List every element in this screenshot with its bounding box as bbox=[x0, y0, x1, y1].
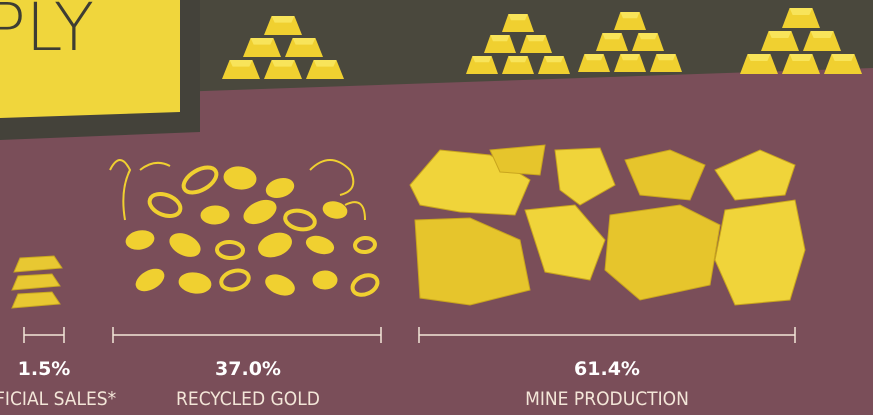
gold-bar bbox=[614, 54, 646, 72]
gold-bar bbox=[264, 60, 302, 79]
small-bar bbox=[13, 255, 63, 273]
coin bbox=[312, 270, 338, 290]
gold-bar-top bbox=[656, 54, 676, 61]
gold-bar-top bbox=[292, 38, 316, 45]
percent: 37.0% bbox=[215, 358, 281, 380]
coin bbox=[265, 274, 295, 296]
coin bbox=[215, 239, 245, 261]
coin bbox=[181, 165, 219, 195]
gold-chain bbox=[109, 159, 366, 221]
nugget bbox=[714, 149, 796, 201]
gold-bar bbox=[761, 31, 799, 51]
gold-bar bbox=[520, 35, 552, 53]
gold-bar bbox=[264, 16, 302, 35]
gold-bar-top bbox=[831, 54, 855, 61]
percent: 61.4% bbox=[574, 358, 640, 380]
label: RECYCLED GOLD bbox=[176, 388, 320, 410]
gold-bar-top bbox=[313, 60, 337, 67]
coin bbox=[322, 201, 348, 219]
coin bbox=[147, 192, 183, 218]
nugget bbox=[414, 217, 531, 306]
coin bbox=[135, 268, 165, 292]
gold-bar bbox=[484, 35, 516, 53]
gold-bar bbox=[578, 54, 610, 72]
small-bar bbox=[11, 291, 61, 309]
coin bbox=[125, 230, 155, 250]
gold-bar-top bbox=[620, 54, 640, 61]
coin bbox=[219, 268, 251, 292]
gold-bar bbox=[306, 60, 344, 79]
gold-bar-top bbox=[747, 54, 771, 61]
illustrations bbox=[11, 8, 862, 309]
nugget bbox=[554, 147, 616, 206]
gold-bar-top bbox=[584, 54, 604, 61]
coin bbox=[265, 178, 295, 198]
gold-bar-top bbox=[638, 33, 658, 40]
brackets bbox=[23, 327, 796, 343]
gold-bar bbox=[782, 8, 820, 28]
gold-bar bbox=[538, 56, 570, 74]
nugget bbox=[624, 149, 706, 201]
gold-bar bbox=[782, 54, 820, 74]
coin bbox=[283, 208, 317, 232]
gold-bar bbox=[222, 60, 260, 79]
gold-bar-top bbox=[544, 56, 564, 63]
gold-bar-top bbox=[526, 35, 546, 42]
coin bbox=[353, 235, 377, 255]
gold-bar-top bbox=[789, 54, 813, 61]
gold-bar bbox=[466, 56, 498, 74]
gold-bar bbox=[243, 38, 281, 57]
coin bbox=[258, 232, 292, 258]
coin bbox=[223, 166, 257, 190]
gold-bar-top bbox=[602, 33, 622, 40]
nugget bbox=[489, 144, 546, 176]
gold-bar-top bbox=[508, 56, 528, 63]
nugget bbox=[714, 199, 806, 306]
label: MINE PRODUCTION bbox=[525, 388, 689, 410]
gold-bar-top bbox=[620, 12, 640, 19]
gold-bar bbox=[803, 31, 841, 51]
coin bbox=[305, 235, 335, 255]
label: OFFICIAL SALES* bbox=[0, 388, 117, 410]
gold-bar-top bbox=[271, 60, 295, 67]
gold-bar-top bbox=[768, 31, 792, 38]
gold-bar bbox=[824, 54, 862, 74]
nugget bbox=[604, 204, 721, 301]
gold-bar bbox=[650, 54, 682, 72]
coin bbox=[243, 199, 277, 225]
gold-bar bbox=[614, 12, 646, 30]
nugget bbox=[524, 204, 606, 281]
small-bar bbox=[11, 273, 61, 291]
gold-bar-top bbox=[490, 35, 510, 42]
gold-bar-top bbox=[250, 38, 274, 45]
title-box bbox=[0, 0, 180, 118]
gold-bar-top bbox=[472, 56, 492, 63]
coin bbox=[169, 233, 201, 257]
gold-bar-top bbox=[789, 8, 813, 15]
gold-bar-top bbox=[229, 60, 253, 67]
gold-bar-top bbox=[508, 14, 528, 21]
gold-bar-top bbox=[271, 16, 295, 23]
gold-bar bbox=[740, 54, 778, 74]
gold-bar-top bbox=[810, 31, 834, 38]
coin bbox=[350, 273, 380, 297]
percent: 1.5% bbox=[18, 358, 71, 380]
gold-bar bbox=[632, 33, 664, 51]
coin bbox=[178, 272, 212, 294]
gold-bar bbox=[596, 33, 628, 51]
gold-bar bbox=[502, 56, 534, 74]
title: PLY bbox=[0, 0, 94, 66]
coin bbox=[200, 205, 230, 225]
gold-bar bbox=[285, 38, 323, 57]
gold-bar bbox=[502, 14, 534, 32]
